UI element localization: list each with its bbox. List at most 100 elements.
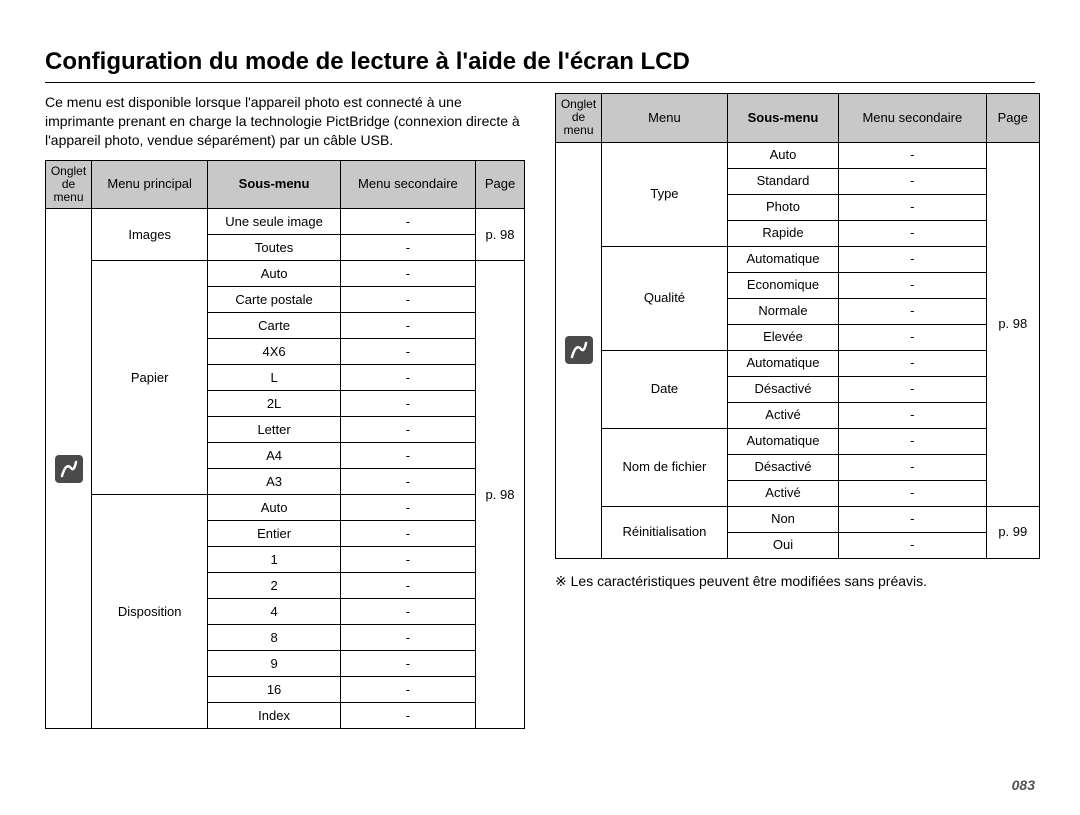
secondary-cell: - — [340, 547, 475, 573]
sub-menu-cell: Standard — [727, 168, 838, 194]
main-menu-cell: Type — [602, 142, 728, 246]
menu-table-left: Onglet de menu Menu principal Sous-menu … — [45, 160, 525, 730]
sub-menu-cell: Oui — [727, 532, 838, 558]
sub-menu-cell: Entier — [208, 521, 341, 547]
sub-menu-cell: Normale — [727, 298, 838, 324]
secondary-cell: - — [839, 350, 986, 376]
sub-menu-cell: Automatique — [727, 428, 838, 454]
secondary-cell: - — [340, 703, 475, 729]
th-sec: Menu secondaire — [839, 94, 986, 143]
sub-menu-cell: Toutes — [208, 235, 341, 261]
secondary-cell: - — [340, 261, 475, 287]
main-menu-cell: Date — [602, 350, 728, 428]
secondary-cell: - — [340, 313, 475, 339]
page-title: Configuration du mode de lecture à l'aid… — [45, 48, 1035, 76]
main-menu-cell: Réinitialisation — [602, 506, 728, 558]
th-tab: Onglet de menu — [46, 160, 92, 209]
table-row: QualitéAutomatique- — [556, 246, 1040, 272]
page-cell: p. 98 — [476, 209, 525, 261]
secondary-cell: - — [839, 246, 986, 272]
secondary-cell: - — [839, 220, 986, 246]
title-rule — [45, 82, 1035, 83]
sub-menu-cell: 1 — [208, 547, 341, 573]
secondary-cell: - — [839, 168, 986, 194]
main-menu-cell: Images — [92, 209, 208, 261]
th-tab: Onglet de menu — [556, 94, 602, 143]
th-sub: Sous-menu — [208, 160, 341, 209]
th-page: Page — [476, 160, 525, 209]
table-row: TypeAuto-p. 98 — [556, 142, 1040, 168]
secondary-cell: - — [340, 365, 475, 391]
table-row: DispositionAuto- — [46, 495, 525, 521]
main-menu-cell: Papier — [92, 261, 208, 495]
sub-menu-cell: Désactivé — [727, 454, 838, 480]
main-menu-cell: Qualité — [602, 246, 728, 350]
sub-menu-cell: Activé — [727, 480, 838, 506]
secondary-cell: - — [839, 272, 986, 298]
intro-text: Ce menu est disponible lorsque l'apparei… — [45, 93, 525, 150]
sub-menu-cell: A3 — [208, 469, 341, 495]
sub-menu-cell: 8 — [208, 625, 341, 651]
secondary-cell: - — [839, 480, 986, 506]
secondary-cell: - — [839, 194, 986, 220]
th-sub: Sous-menu — [727, 94, 838, 143]
page-cell: p. 99 — [986, 506, 1039, 558]
secondary-cell: - — [839, 506, 986, 532]
secondary-cell: - — [839, 298, 986, 324]
footnote: ※ Les caractéristiques peuvent être modi… — [555, 573, 1040, 590]
secondary-cell: - — [839, 402, 986, 428]
secondary-cell: - — [340, 651, 475, 677]
secondary-cell: - — [340, 469, 475, 495]
tab-icon — [46, 209, 92, 729]
sub-menu-cell: Elevée — [727, 324, 838, 350]
sub-menu-cell: Letter — [208, 417, 341, 443]
sub-menu-cell: 2L — [208, 391, 341, 417]
sub-menu-cell: Une seule image — [208, 209, 341, 235]
secondary-cell: - — [340, 391, 475, 417]
secondary-cell: - — [839, 324, 986, 350]
sub-menu-cell: Economique — [727, 272, 838, 298]
secondary-cell: - — [340, 625, 475, 651]
secondary-cell: - — [839, 428, 986, 454]
sub-menu-cell: Carte — [208, 313, 341, 339]
main-menu-cell: Disposition — [92, 495, 208, 729]
secondary-cell: - — [839, 376, 986, 402]
secondary-cell: - — [839, 454, 986, 480]
th-sec: Menu secondaire — [340, 160, 475, 209]
sub-menu-cell: 16 — [208, 677, 341, 703]
table-row: ImagesUne seule image-p. 98 — [46, 209, 525, 235]
sub-menu-cell: 9 — [208, 651, 341, 677]
sub-menu-cell: Activé — [727, 402, 838, 428]
secondary-cell: - — [340, 443, 475, 469]
secondary-cell: - — [340, 599, 475, 625]
table-row: DateAutomatique- — [556, 350, 1040, 376]
secondary-cell: - — [839, 532, 986, 558]
secondary-cell: - — [340, 235, 475, 261]
sub-menu-cell: Rapide — [727, 220, 838, 246]
sub-menu-cell: Auto — [208, 495, 341, 521]
table-row: PapierAuto-p. 98 — [46, 261, 525, 287]
sub-menu-cell: Index — [208, 703, 341, 729]
sub-menu-cell: Auto — [208, 261, 341, 287]
menu-table-right: Onglet de menu Menu Sous-menu Menu secon… — [555, 93, 1040, 559]
sub-menu-cell: Carte postale — [208, 287, 341, 313]
secondary-cell: - — [340, 209, 475, 235]
secondary-cell: - — [340, 495, 475, 521]
secondary-cell: - — [340, 573, 475, 599]
sub-menu-cell: Non — [727, 506, 838, 532]
main-menu-cell: Nom de fichier — [602, 428, 728, 506]
secondary-cell: - — [340, 339, 475, 365]
sub-menu-cell: Désactivé — [727, 376, 838, 402]
sub-menu-cell: Automatique — [727, 246, 838, 272]
secondary-cell: - — [340, 521, 475, 547]
page-cell: p. 98 — [986, 142, 1039, 506]
sub-menu-cell: L — [208, 365, 341, 391]
secondary-cell: - — [340, 287, 475, 313]
sub-menu-cell: 4X6 — [208, 339, 341, 365]
th-page: Page — [986, 94, 1039, 143]
table-row: Nom de fichierAutomatique- — [556, 428, 1040, 454]
secondary-cell: - — [340, 417, 475, 443]
sub-menu-cell: A4 — [208, 443, 341, 469]
secondary-cell: - — [839, 142, 986, 168]
th-main: Menu — [602, 94, 728, 143]
